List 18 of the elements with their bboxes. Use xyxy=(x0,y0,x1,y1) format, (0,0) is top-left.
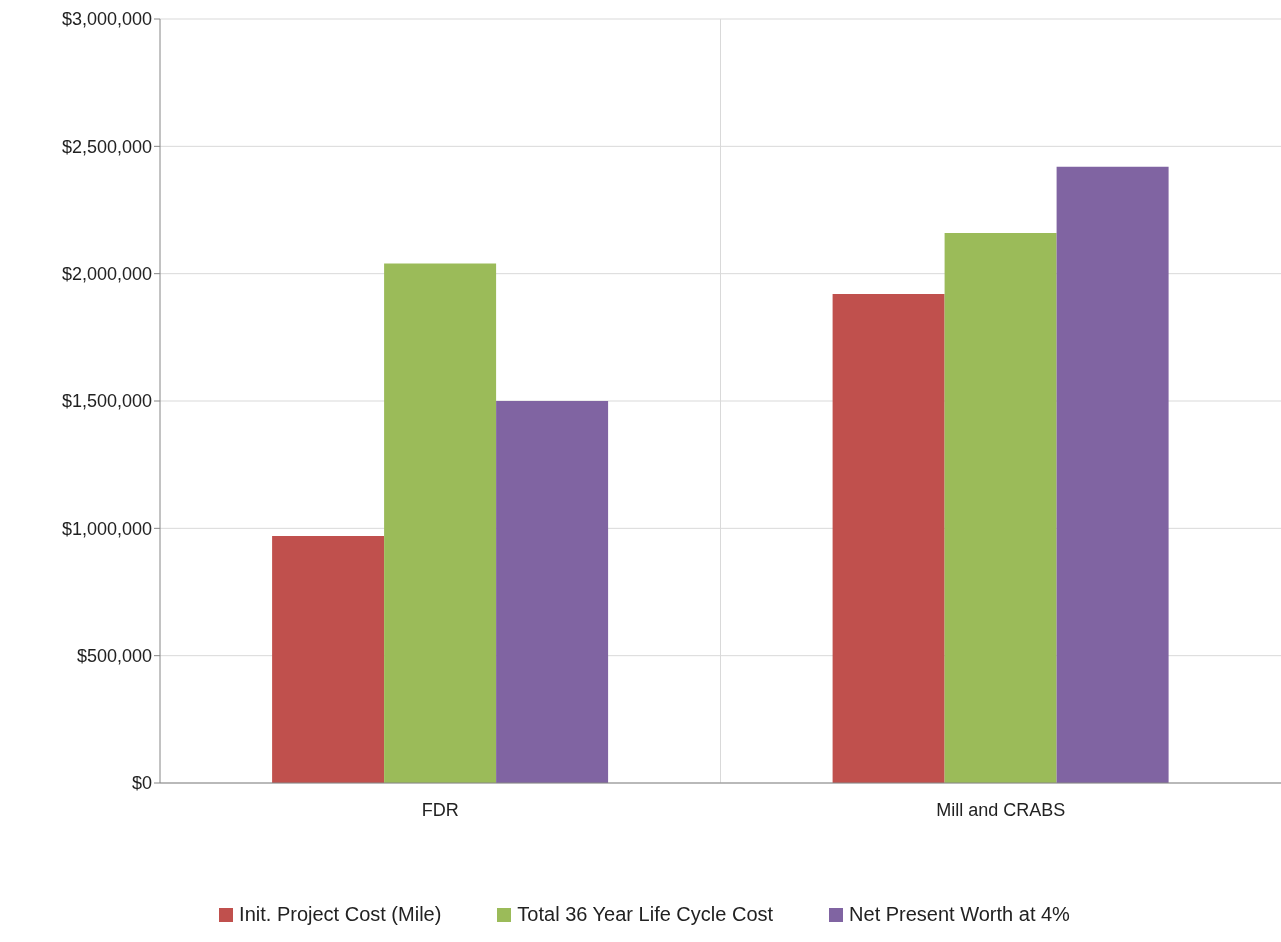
bar xyxy=(944,232,1057,783)
bar xyxy=(1056,166,1169,783)
x-tick-label: FDR xyxy=(421,799,459,820)
y-tick-label: $2,500,000 xyxy=(61,136,152,157)
legend-label: Net Present Worth at 4% xyxy=(849,903,1070,926)
y-tick-label: $0 xyxy=(131,773,152,794)
y-tick-label: $1,500,000 xyxy=(61,391,152,412)
legend-label: Total 36 Year Life Cycle Cost xyxy=(517,903,774,926)
bar xyxy=(272,535,385,783)
bar xyxy=(384,263,497,783)
y-tick-label: $2,000,000 xyxy=(61,264,152,285)
y-tick-label: $500,000 xyxy=(76,646,152,667)
legend-label: Init. Project Cost (Mile) xyxy=(239,903,442,926)
x-tick-label: Mill and CRABS xyxy=(936,799,1066,820)
y-tick-label: $1,000,000 xyxy=(61,518,152,539)
bar xyxy=(832,294,945,783)
bar xyxy=(496,401,609,783)
y-tick-label: $3,000,000 xyxy=(61,9,152,30)
